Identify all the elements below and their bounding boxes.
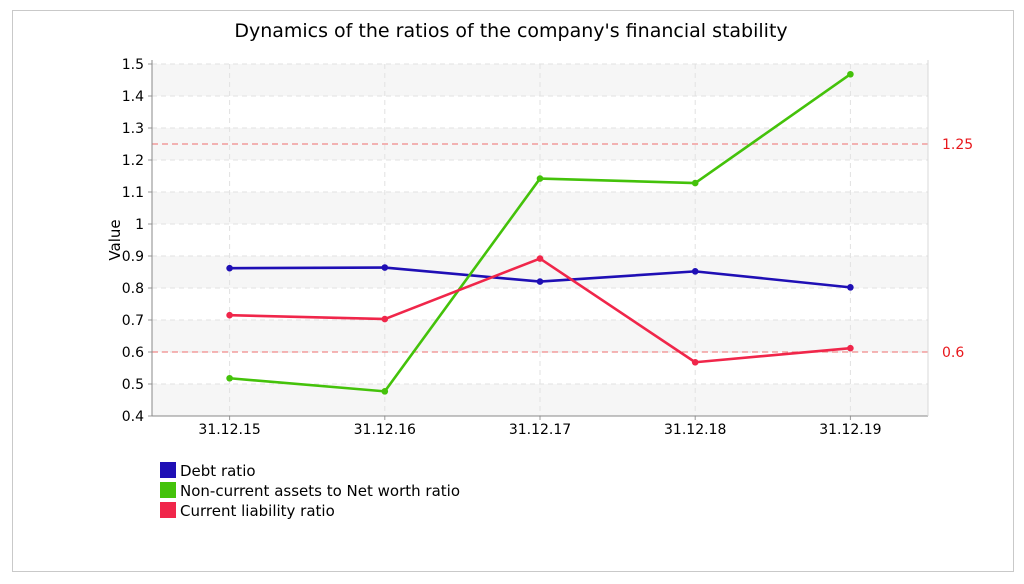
chart-title: Dynamics of the ratios of the company's … bbox=[234, 20, 787, 42]
data-point bbox=[226, 264, 233, 272]
y-tick-label: 1.2 bbox=[122, 153, 144, 169]
data-point bbox=[691, 268, 699, 275]
x-tick-label: 31.12.16 bbox=[354, 422, 416, 438]
data-point bbox=[536, 278, 544, 285]
data-point bbox=[847, 284, 854, 291]
x-tick-label: 31.12.19 bbox=[819, 422, 881, 438]
plot-background-bands bbox=[152, 64, 928, 416]
legend-label: Non-current assets to Net worth ratio bbox=[180, 482, 460, 500]
x-tick-label: 31.12.15 bbox=[198, 422, 260, 438]
y-tick-label: 0.8 bbox=[122, 281, 144, 297]
y-tick-label: 1.5 bbox=[122, 57, 144, 73]
y-tick-label: 0.7 bbox=[122, 313, 144, 329]
y-axis-label: Value bbox=[106, 219, 124, 260]
y-tick-label: 0.5 bbox=[122, 377, 144, 393]
x-tick-label: 31.12.17 bbox=[509, 422, 571, 438]
reference-lines: 1.25 0.6 bbox=[152, 137, 973, 361]
data-point bbox=[691, 179, 699, 187]
data-point bbox=[381, 388, 389, 395]
x-tick-label: 31.12.18 bbox=[664, 422, 726, 438]
y-tick-label: 0.6 bbox=[122, 345, 144, 361]
y-tick-label: 1 bbox=[135, 217, 144, 233]
y-tick-label: 1.3 bbox=[122, 121, 144, 137]
data-point bbox=[691, 358, 699, 366]
data-point bbox=[847, 344, 854, 352]
series-group bbox=[226, 70, 854, 395]
y-tick-label: 1.4 bbox=[122, 89, 144, 105]
y-tick-label: 0.9 bbox=[122, 249, 144, 265]
legend-swatch bbox=[160, 502, 176, 518]
legend-swatch bbox=[160, 462, 176, 478]
data-point bbox=[226, 374, 233, 382]
background-band bbox=[152, 64, 928, 96]
grid-lines bbox=[152, 63, 928, 417]
legend-label: Current liability ratio bbox=[180, 502, 335, 520]
legend-swatch bbox=[160, 482, 176, 498]
data-point bbox=[381, 264, 389, 271]
y-tick-label: 0.4 bbox=[122, 409, 144, 425]
legend: Debt ratio Non-current assets to Net wort… bbox=[160, 462, 460, 520]
y-tick-label: 1.1 bbox=[122, 185, 144, 201]
data-point bbox=[536, 175, 544, 182]
data-point bbox=[226, 311, 233, 319]
axes: 0.4 0.5 0.6 0.7 0.8 0.9 1 1.1 1.2 1.3 1.4 1.5 31.12.… bbox=[122, 57, 929, 438]
legend-label: Debt ratio bbox=[180, 462, 256, 480]
chart-frame bbox=[12, 10, 1014, 572]
data-point bbox=[847, 70, 854, 78]
reference-line-label: 1.25 bbox=[942, 137, 973, 153]
data-point bbox=[536, 255, 544, 262]
data-point bbox=[381, 315, 389, 323]
reference-line-label: 0.6 bbox=[942, 345, 964, 361]
